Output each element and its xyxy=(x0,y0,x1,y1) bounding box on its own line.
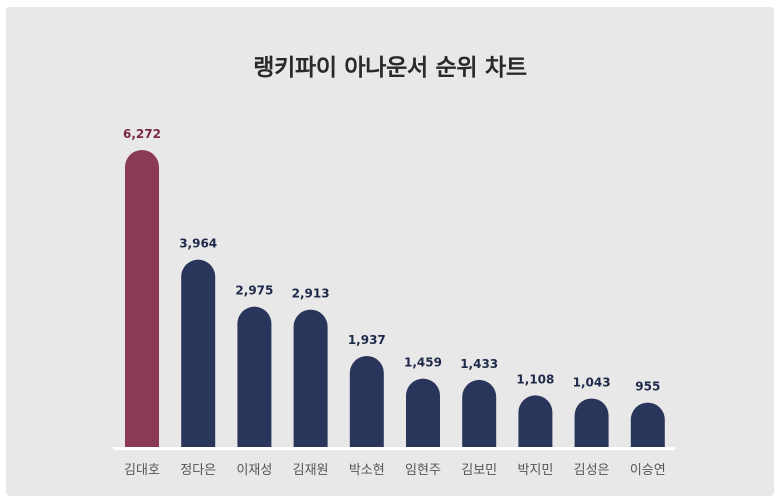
category-label: 정다은 xyxy=(180,463,216,478)
category-label: 박지민 xyxy=(517,463,553,478)
value-label: 6,272 xyxy=(123,127,161,141)
value-label: 2,975 xyxy=(235,284,273,298)
category-label: 김성은 xyxy=(574,463,610,478)
bars-group xyxy=(125,150,665,448)
bar-이재성 xyxy=(237,306,272,448)
value-labels-group: 6,272 3,964 2,975 2,913 1,937 1,459 1,433 1,108… xyxy=(123,127,660,394)
bar-김대호 xyxy=(125,150,159,448)
value-label: 1,937 xyxy=(348,333,386,347)
value-label: 1,459 xyxy=(404,356,442,370)
category-label: 임현주 xyxy=(405,463,441,478)
value-label: 3,964 xyxy=(179,237,217,251)
bar-박지민 xyxy=(518,395,553,448)
bar-김보민 xyxy=(462,379,497,448)
category-label: 김보민 xyxy=(461,463,497,478)
category-label: 김대호 xyxy=(124,463,160,478)
bar-정다은 xyxy=(181,259,216,448)
chart-title: 랭키파이 아나운서 순위 차트 xyxy=(253,55,527,81)
category-label: 이승연 xyxy=(630,463,666,478)
bar-박소현 xyxy=(349,355,384,448)
value-label: 1,043 xyxy=(573,375,611,389)
bar-김재원 xyxy=(293,309,328,448)
category-label: 이재성 xyxy=(236,463,272,478)
value-label: 955 xyxy=(635,380,660,394)
category-labels-group: 김대호 정다은 이재성 김재원 박소현 임현주 김보민 박지민 김성은 이승연 xyxy=(124,463,666,478)
bar-김성은 xyxy=(574,398,609,448)
value-label: 1,108 xyxy=(516,372,554,386)
bar-임현주 xyxy=(406,378,440,448)
bar-이승연 xyxy=(630,402,665,448)
category-label: 김재원 xyxy=(293,463,329,478)
value-label: 1,433 xyxy=(460,357,498,371)
category-label: 박소현 xyxy=(349,463,385,478)
value-label: 2,913 xyxy=(292,287,330,301)
